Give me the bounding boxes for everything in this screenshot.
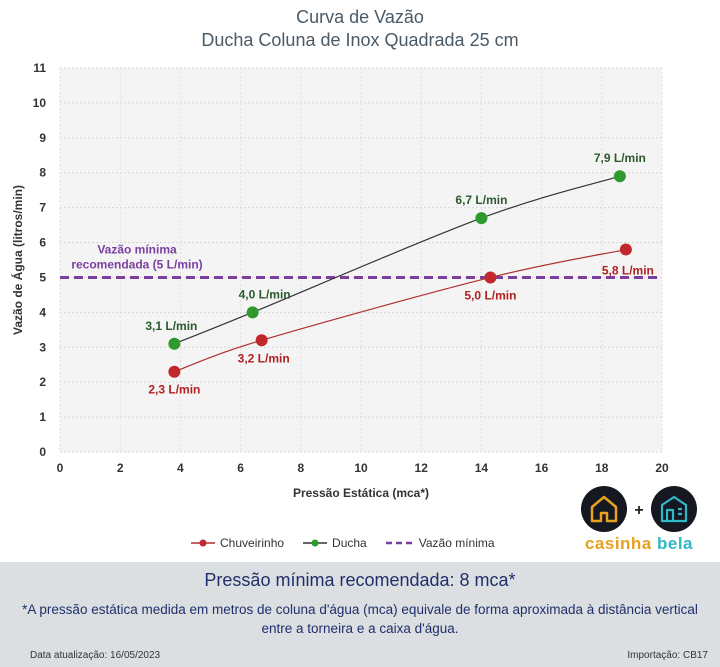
building-icon-circle [651, 486, 697, 532]
logo-wordmark: casinha bela [578, 534, 700, 554]
x-tick-label: 16 [535, 461, 549, 475]
data-point-chuveirinho [255, 334, 268, 347]
x-tick-label: 8 [297, 461, 304, 475]
logo-word-casinha: casinha [584, 534, 652, 553]
data-point-chuveirinho [484, 271, 497, 284]
data-label-ducha: 4,0 L/min [239, 287, 291, 301]
chart-legend: Chuveirinho Ducha Vazão mínima [190, 533, 495, 553]
y-tick-label: 0 [39, 445, 46, 459]
x-axis-label: Pressão Estática (mca*) [293, 486, 429, 500]
chart-subtitle: Ducha Coluna de Inox Quadrada 25 cm [201, 30, 519, 50]
building-icon [660, 495, 688, 523]
y-tick-label: 8 [39, 166, 46, 180]
pressure-footnote: *A pressão estática medida em metros de … [22, 602, 698, 636]
data-label-chuveirinho: 2,3 L/min [148, 383, 200, 397]
y-tick-label: 1 [39, 410, 46, 424]
data-point-ducha [475, 212, 488, 225]
y-tick-label: 6 [39, 236, 46, 250]
x-tick-label: 6 [237, 461, 244, 475]
data-point-chuveirinho [619, 243, 632, 256]
data-point-ducha [168, 337, 181, 350]
legend-item-chuveirinho: Chuveirinho [190, 536, 284, 550]
update-date: Data atualização: 16/05/2023 [30, 650, 161, 661]
y-axis-label: Vazão de Água (litros/min) [10, 185, 25, 335]
x-tick-label: 2 [117, 461, 124, 475]
logo-icons: + [581, 486, 697, 532]
house-icon-circle [581, 486, 627, 532]
x-tick-label: 4 [177, 461, 184, 475]
casinha-bela-logo: + casinha bela [578, 484, 700, 560]
data-label-chuveirinho: 5,0 L/min [464, 288, 516, 302]
data-label-ducha: 3,1 L/min [145, 319, 197, 333]
data-point-ducha [246, 306, 259, 319]
chart-title: Curva de Vazão [296, 7, 424, 27]
y-tick-label: 10 [33, 96, 47, 110]
y-tick-label: 9 [39, 131, 46, 145]
chart-title-block: Curva de Vazão Ducha Coluna de Inox Quad… [0, 6, 720, 52]
min-pressure-heading: Pressão mínima recomendada: 8 mca* [204, 570, 516, 590]
y-tick-label: 7 [39, 201, 46, 215]
y-tick-label: 3 [39, 340, 46, 354]
x-tick-label: 18 [595, 461, 609, 475]
x-tick-label: 14 [475, 461, 489, 475]
data-label-ducha: 7,9 L/min [594, 151, 646, 165]
legend-marker-ducha [303, 539, 328, 547]
y-tick-label: 2 [39, 375, 46, 389]
house-icon [590, 495, 618, 523]
y-tick-label: 11 [33, 61, 46, 75]
legend-label-vazao-minima: Vazão mínima [418, 536, 495, 550]
import-code: Importação: CB17 [627, 650, 708, 661]
plus-icon: + [634, 502, 643, 519]
legend-item-ducha: Ducha [302, 536, 367, 550]
x-tick-label: 20 [655, 461, 669, 475]
series-line-ducha [174, 175, 621, 345]
legend-marker-vazao-minima [385, 541, 414, 545]
footer-panel: Pressão mínima recomendada: 8 mca* *A pr… [0, 562, 720, 667]
x-tick-label: 0 [57, 461, 64, 475]
x-tick-label: 10 [354, 461, 368, 475]
legend-item-vazao-minima: Vazão mínima [385, 536, 495, 550]
legend-label-chuveirinho: Chuveirinho [220, 536, 285, 550]
reference-line-label: Vazão mínima [97, 242, 177, 256]
legend-label-ducha: Ducha [332, 536, 367, 550]
data-label-ducha: 6,7 L/min [455, 193, 507, 207]
data-label-chuveirinho: 5,8 L/min [602, 264, 654, 278]
y-tick-label: 5 [39, 270, 46, 284]
x-tick-label: 12 [415, 461, 429, 475]
series-line-chuveirinho [174, 248, 627, 373]
legend-marker-chuveirinho [191, 539, 215, 547]
y-tick-label: 4 [39, 305, 46, 319]
logo-word-bela: bela [657, 534, 694, 553]
data-point-ducha [613, 170, 626, 183]
reference-line-label: recomendada (5 L/min) [71, 257, 202, 271]
data-point-chuveirinho [168, 365, 181, 378]
data-label-chuveirinho: 3,2 L/min [238, 351, 290, 365]
